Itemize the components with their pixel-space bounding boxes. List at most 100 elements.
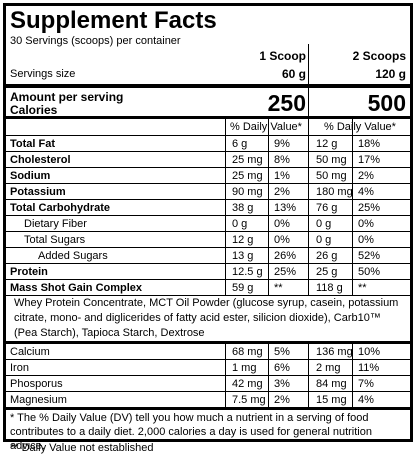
rule (6, 279, 410, 280)
nutrient-value: 3% (274, 378, 290, 390)
nutrient-value: 17% (358, 154, 381, 166)
nutrient-value: 1 mg (232, 362, 257, 374)
nutrient-name: Iron (10, 362, 29, 374)
column-divider (225, 119, 226, 296)
amount-per-serving: Amount per serving (10, 90, 124, 104)
nutrient-value: 118 g (316, 282, 343, 294)
nutrient-value: 13% (274, 202, 297, 214)
column-divider (268, 119, 269, 296)
rule (6, 231, 410, 232)
footnote: ** Daily Value not established (10, 442, 154, 454)
rule (6, 341, 410, 344)
column-divider (308, 344, 309, 408)
column-divider (352, 344, 353, 408)
nutrient-value: 12 g (316, 138, 338, 150)
column-divider (352, 119, 353, 296)
nutrient-value: 0% (358, 218, 374, 230)
rule (6, 151, 410, 152)
nutrient-value: 6 g (232, 138, 248, 150)
nutrient-value: 38 g (232, 202, 254, 214)
nutrient-value: 50% (358, 266, 381, 278)
serving-size: 120 g (375, 67, 406, 81)
calories: 500 (367, 90, 406, 116)
rule (6, 295, 410, 296)
nutrient-value: 8% (274, 154, 290, 166)
nutrient-name: Dietary Fiber (24, 218, 87, 230)
ingredients: Whey Protein Concentrate, MCT Oil Powder… (14, 297, 399, 339)
nutrient-name: Phosporus (10, 378, 63, 390)
column-divider (308, 119, 309, 296)
nutrient-value: 12.5 g (232, 266, 263, 278)
nutrient-value: 26% (274, 250, 297, 262)
column-header: 2 Scoops (352, 49, 406, 63)
rule (6, 183, 410, 184)
serving-size-label: Servings size (10, 68, 76, 80)
column-header: 1 Scoop (259, 49, 306, 63)
nutrient-value: 26 g (316, 250, 338, 262)
nutrient-value: 42 mg (232, 378, 263, 390)
nutrient-value: 90 mg (232, 186, 263, 198)
title: Supplement Facts (10, 7, 217, 34)
column-divider (308, 44, 309, 116)
nutrient-value: 1% (274, 170, 290, 182)
rule (6, 359, 410, 360)
nutrient-value: 7% (358, 378, 374, 390)
nutrient-value: 11% (358, 362, 380, 374)
nutrient-value: 2% (358, 170, 374, 182)
nutrient-value: 7.5 mg (232, 394, 266, 406)
nutrient-value: ** (358, 282, 367, 294)
nutrient-name: Protein (10, 266, 48, 278)
nutrient-value: 25 mg (232, 170, 263, 182)
calories: 250 (267, 90, 306, 116)
nutrient-value: 15 mg (316, 394, 347, 406)
nutrient-value: 180 mg (316, 186, 353, 198)
nutrient-name: Sodium (10, 170, 51, 182)
nutrient-value: 0% (358, 234, 374, 246)
rule (6, 263, 410, 264)
nutrient-value: ** (274, 282, 283, 294)
rule (6, 391, 410, 392)
nutrient-value: 25% (358, 202, 381, 214)
nutrient-name: Magnesium (10, 394, 67, 406)
nutrient-value: 0 g (316, 218, 332, 230)
nutrient-value: 10% (358, 346, 381, 358)
nutrient-value: 136 mg (316, 346, 353, 358)
nutrient-value: 2 mg (316, 362, 341, 374)
page: Supplement Facts 30 Servings (scoops) pe… (3, 3, 413, 454)
supplement-facts-panel: Supplement Facts 30 Servings (scoops) pe… (3, 3, 413, 454)
nutrient-name: Total Carbohydrate (10, 202, 111, 214)
serving-size: 60 g (281, 67, 306, 81)
rule (6, 247, 410, 248)
nutrient-value: 25 g (316, 266, 338, 278)
dv-header: % Daily Value* (324, 121, 396, 133)
column-divider (225, 344, 226, 408)
nutrient-value: 2% (274, 186, 290, 198)
rule (6, 215, 410, 216)
rule (6, 375, 410, 376)
dv-header: % Daily Value* (230, 121, 302, 133)
nutrient-value: 25% (274, 266, 297, 278)
nutrient-value: 13 g (232, 250, 254, 262)
nutrient-value: 12 g (232, 234, 254, 246)
nutrient-name: Calcium (10, 346, 50, 358)
nutrient-value: 4% (358, 186, 374, 198)
calories-label: Calories (10, 103, 58, 117)
rule (6, 135, 410, 136)
footnote: * The % Daily Value (DV) tell you how mu… (10, 412, 372, 452)
nutrient-name: Cholesterol (10, 154, 71, 166)
rule (6, 116, 410, 119)
rule (6, 199, 410, 200)
nutrient-name: Total Sugars (24, 234, 86, 246)
nutrient-value: 0 g (232, 218, 248, 230)
nutrient-value: 50 mg (316, 170, 347, 182)
nutrient-value: 76 g (316, 202, 338, 214)
nutrient-value: 52% (358, 250, 381, 262)
nutrient-value: 25 mg (232, 154, 263, 166)
nutrient-value: 84 mg (316, 378, 347, 390)
nutrient-value: 6% (274, 362, 290, 374)
nutrient-value: 68 mg (232, 346, 263, 358)
nutrient-value: 2% (274, 394, 290, 406)
rule (6, 167, 410, 168)
nutrient-name: Added Sugars (38, 250, 108, 262)
nutrient-value: 18% (358, 138, 381, 150)
